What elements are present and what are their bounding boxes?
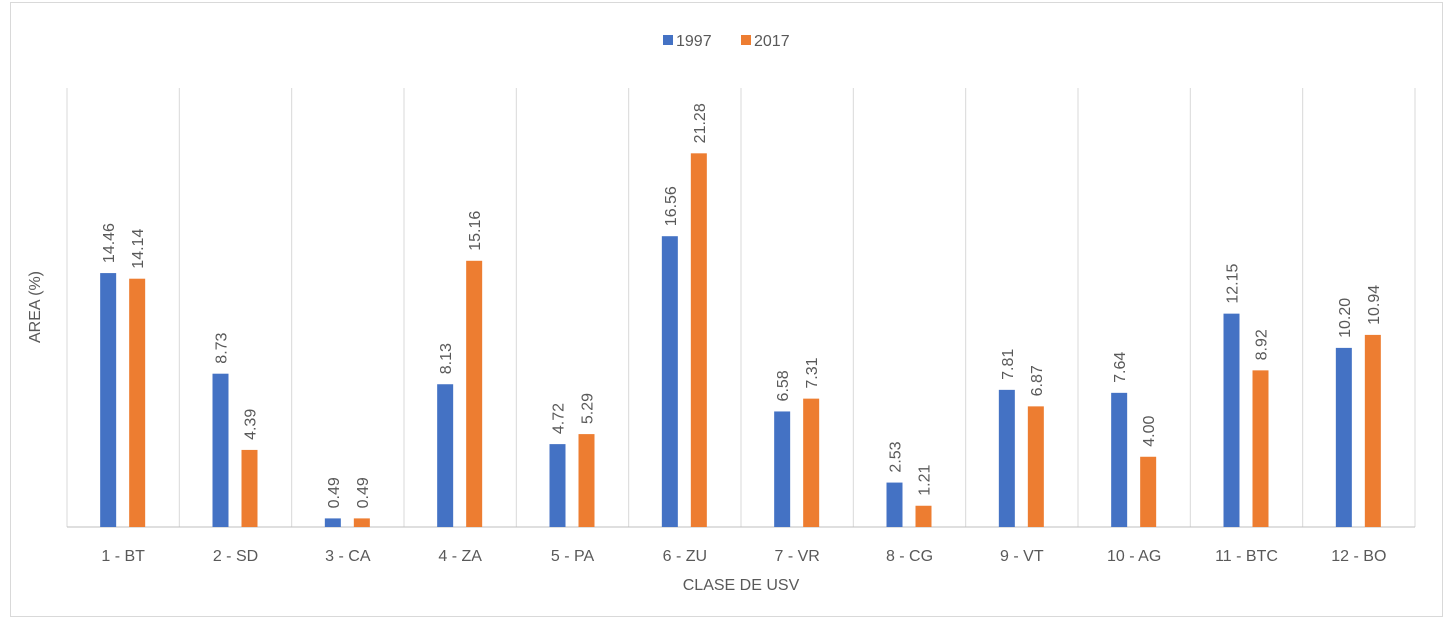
legend-label: 2017 [754, 33, 790, 50]
bar [353, 518, 370, 527]
bar [886, 482, 903, 527]
x-tick-label: 2 - SD [213, 548, 258, 565]
x-axis-label: CLASE DE USV [683, 577, 800, 594]
bar [915, 505, 932, 527]
data-label: 7.31 [804, 357, 821, 388]
x-tick-label: 5 - PA [551, 548, 595, 565]
data-label: 4.39 [243, 409, 260, 440]
legend-label: 1997 [676, 33, 712, 50]
x-tick-label: 11 - BTC [1215, 548, 1278, 565]
x-tick-label: 1 - BT [101, 548, 145, 565]
bar [466, 260, 483, 527]
data-label: 7.81 [1000, 349, 1017, 380]
bar [1027, 406, 1044, 527]
data-label: 4.72 [551, 403, 568, 434]
data-label: 12.15 [1225, 264, 1242, 304]
bar [1335, 347, 1352, 527]
data-label: 0.49 [326, 477, 343, 508]
x-tick-label: 9 - VT [1000, 548, 1044, 565]
data-label: 8.92 [1254, 329, 1271, 360]
x-tick-label: 8 - CG [886, 548, 933, 565]
legend-swatch [741, 35, 751, 45]
bar [1223, 313, 1240, 527]
bar [1111, 392, 1128, 527]
bar [803, 398, 820, 527]
legend-swatch [663, 35, 673, 45]
bar [549, 444, 566, 527]
data-label: 1.21 [917, 465, 934, 496]
bar [774, 411, 791, 527]
data-label: 14.46 [101, 223, 118, 263]
data-label: 5.29 [580, 393, 597, 424]
bar [661, 236, 678, 527]
bar [998, 389, 1015, 527]
data-label: 10.20 [1337, 298, 1354, 338]
bar [437, 384, 454, 527]
bar [212, 373, 229, 527]
data-label: 0.49 [355, 477, 372, 508]
data-label: 15.16 [467, 211, 484, 251]
data-label: 2.53 [888, 441, 905, 472]
bar [1140, 456, 1157, 527]
x-tick-label: 6 - ZU [663, 548, 707, 565]
data-label: 6.58 [775, 370, 792, 401]
data-label: 10.94 [1366, 285, 1383, 325]
bar [324, 518, 341, 527]
x-tick-label: 7 - VR [774, 548, 819, 565]
x-tick-label: 4 - ZA [438, 548, 482, 565]
y-axis-label: AREA (%) [27, 271, 44, 343]
bar [578, 434, 595, 527]
bar [241, 449, 258, 527]
data-label: 8.73 [214, 332, 231, 363]
data-label: 4.00 [1141, 416, 1158, 447]
x-tick-label: 10 - AG [1107, 548, 1161, 565]
bar [129, 278, 146, 527]
bar [690, 153, 707, 528]
bar [1252, 370, 1269, 527]
data-label: 6.87 [1029, 365, 1046, 396]
data-label: 21.28 [692, 103, 709, 143]
data-label: 14.14 [130, 229, 147, 269]
bar [1364, 334, 1381, 527]
x-tick-label: 12 - BO [1331, 548, 1386, 565]
bar [100, 273, 117, 527]
data-label: 7.64 [1112, 352, 1129, 383]
data-label: 8.13 [438, 343, 455, 374]
x-tick-label: 3 - CA [325, 548, 371, 565]
data-label: 16.56 [663, 186, 680, 226]
